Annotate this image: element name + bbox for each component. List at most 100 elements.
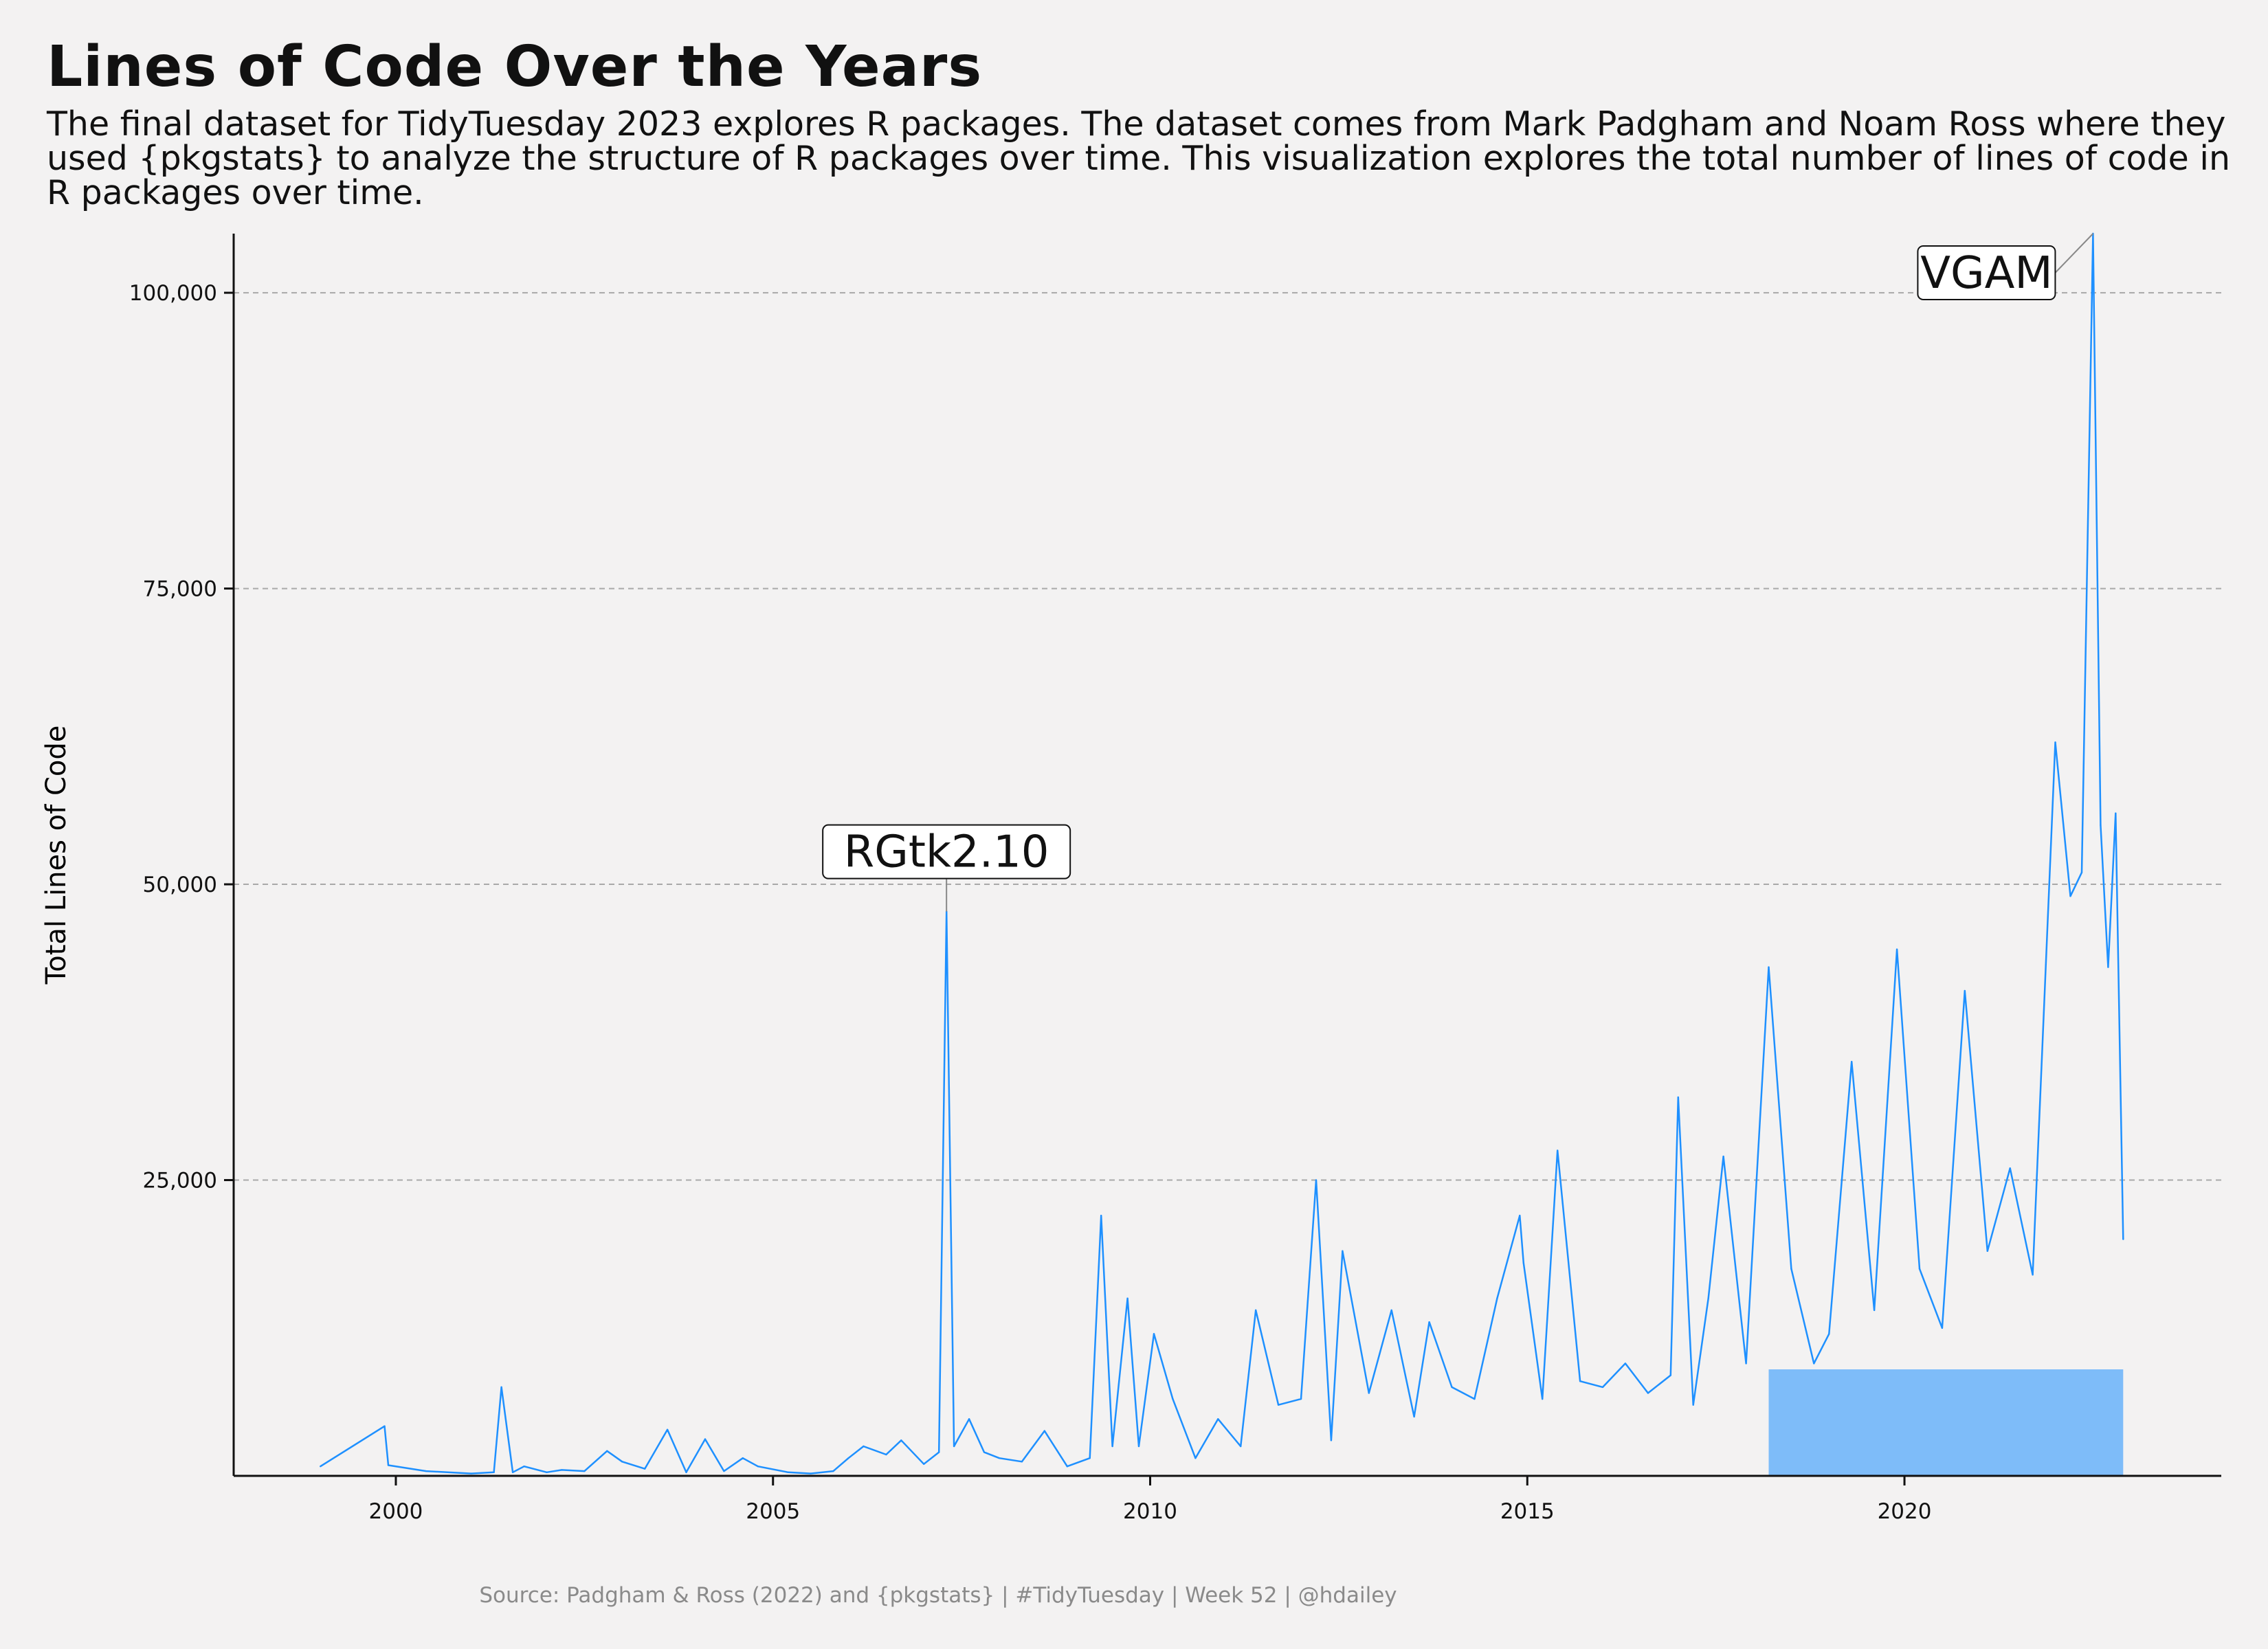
data-point xyxy=(1542,1398,1544,1400)
series-group xyxy=(320,232,2124,1476)
data-point xyxy=(546,1471,548,1474)
data-point xyxy=(621,1461,623,1463)
data-point xyxy=(387,1464,390,1466)
data-point xyxy=(1677,1096,1679,1099)
data-point xyxy=(1315,1179,1318,1181)
y-ticks: 25,000 50,000 75,000 100,000 xyxy=(129,281,234,1193)
data-point xyxy=(511,1471,514,1474)
data-point xyxy=(1390,1309,1392,1312)
data-point xyxy=(863,1445,865,1448)
data-point xyxy=(968,1418,970,1420)
annotation-box xyxy=(822,824,1071,879)
data-point xyxy=(320,1466,322,1468)
annotations: RGtk2.10 VGAM xyxy=(822,233,2094,912)
data-point xyxy=(1368,1392,1370,1394)
data-point xyxy=(900,1439,902,1442)
data-point xyxy=(1745,1362,1747,1365)
data-point xyxy=(1172,1398,1174,1400)
annotation-box xyxy=(1917,245,2056,300)
x-tick-label: 2015 xyxy=(1500,1499,1555,1524)
y-tick-label: 100,000 xyxy=(129,281,217,306)
data-point xyxy=(1873,1309,1876,1312)
data-point xyxy=(2009,1167,2011,1169)
data-point xyxy=(425,1470,427,1472)
annotation-vgam: VGAM xyxy=(1917,233,2094,300)
series-line xyxy=(320,232,2124,1474)
data-point xyxy=(643,1468,646,1470)
data-point xyxy=(1240,1445,1242,1448)
data-point xyxy=(606,1450,608,1452)
data-point xyxy=(847,1457,849,1459)
data-point xyxy=(1089,1457,1091,1459)
data-point xyxy=(1692,1404,1694,1406)
data-point xyxy=(523,1466,525,1468)
data-point xyxy=(500,1386,502,1389)
data-point xyxy=(1194,1457,1197,1459)
data-point xyxy=(923,1463,925,1465)
data-point xyxy=(1254,1309,1257,1312)
data-point xyxy=(937,1451,940,1453)
x-tick-label: 2010 xyxy=(1123,1499,1177,1524)
data-point xyxy=(685,1471,687,1474)
data-point xyxy=(810,1472,812,1474)
y-tick-label: 50,000 xyxy=(143,873,217,897)
chart-subtitle: The final dataset for TidyTuesday 2023 e… xyxy=(47,104,2231,212)
grid-lines xyxy=(234,292,2221,1181)
data-point xyxy=(1918,1268,1921,1270)
data-point xyxy=(757,1466,759,1468)
x-tick-label: 2000 xyxy=(369,1499,423,1524)
data-point xyxy=(1277,1404,1280,1406)
data-point xyxy=(1601,1386,1604,1389)
data-point xyxy=(1722,1155,1724,1158)
data-point xyxy=(2069,895,2071,897)
data-point xyxy=(1790,1268,1792,1270)
data-point xyxy=(1330,1439,1333,1442)
data-point xyxy=(1707,1297,1709,1299)
data-point xyxy=(470,1472,472,1474)
data-point xyxy=(1519,1214,1521,1217)
y-tick-label: 25,000 xyxy=(143,1169,217,1193)
data-point xyxy=(1126,1297,1129,1299)
data-point xyxy=(704,1438,707,1440)
data-point xyxy=(2080,871,2083,874)
data-point xyxy=(583,1470,586,1472)
data-point xyxy=(1137,1445,1140,1448)
data-point xyxy=(998,1457,1001,1459)
data-point xyxy=(2122,1238,2124,1240)
data-point xyxy=(1496,1297,1498,1299)
data-point xyxy=(1895,948,1898,950)
data-point xyxy=(1021,1461,1023,1463)
data-point xyxy=(666,1428,669,1431)
data-point xyxy=(2107,966,2109,968)
data-point xyxy=(1217,1418,1219,1420)
data-point xyxy=(1828,1333,1830,1335)
data-point xyxy=(953,1445,955,1448)
data-point xyxy=(1624,1362,1627,1365)
data-point xyxy=(1941,1327,1944,1329)
data-point xyxy=(1300,1398,1302,1400)
series-area xyxy=(1768,1369,2124,1476)
data-point xyxy=(723,1470,725,1472)
data-point xyxy=(832,1470,834,1472)
x-ticks: 2000 2005 2010 2015 2020 xyxy=(369,1476,1932,1524)
data-point xyxy=(1428,1321,1430,1323)
data-point xyxy=(1522,1261,1524,1264)
caption: Source: Padgham & Ross (2022) and {pkgst… xyxy=(479,1583,1397,1608)
y-axis-label: Total Lines of Code xyxy=(41,726,72,985)
data-point xyxy=(2032,1274,2034,1276)
annotation-label: VGAM xyxy=(1920,248,2052,299)
data-point xyxy=(1579,1380,1581,1382)
data-point xyxy=(2115,812,2117,814)
axes xyxy=(232,234,2221,1477)
chart-title: Lines of Code Over the Years xyxy=(47,34,983,100)
data-point xyxy=(561,1469,563,1471)
x-tick-label: 2020 xyxy=(1878,1499,1932,1524)
data-point xyxy=(742,1457,744,1459)
data-point xyxy=(885,1453,887,1456)
data-point xyxy=(1768,966,1770,968)
data-point xyxy=(1111,1445,1113,1448)
data-point xyxy=(983,1451,986,1453)
data-point xyxy=(383,1425,386,1427)
data-point xyxy=(1100,1214,1102,1217)
annotation-connector xyxy=(2054,233,2094,273)
